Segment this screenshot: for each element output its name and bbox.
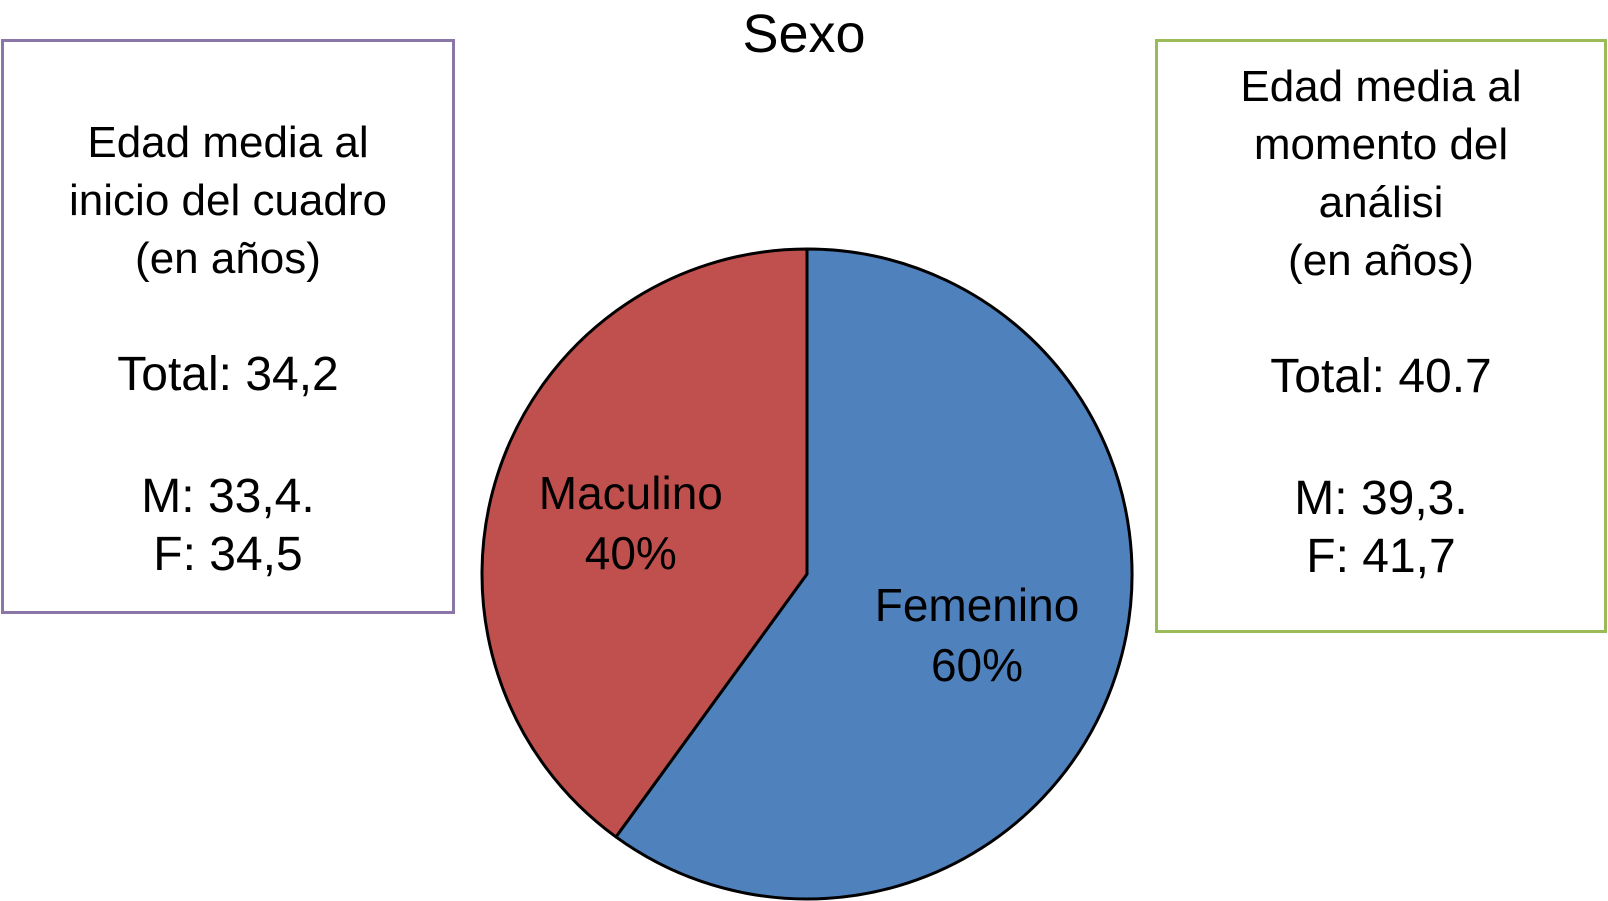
left-box-total: Total: 34,2 [117, 348, 339, 401]
left-box-female-value: F: 34,5 [153, 528, 303, 581]
pie-slice-femenino [614, 247, 1134, 901]
right-box-values: M: 39,3. F: 41,7 [1158, 470, 1604, 586]
right-box-female-value: F: 41,7 [1306, 530, 1456, 583]
slice-name-label: Femenino [875, 579, 1080, 631]
slice-percent-label: 60% [931, 639, 1023, 691]
slice-percent-label: 40% [585, 527, 677, 579]
left-box-heading: Edad media al inicio del cuadro (en años… [69, 118, 387, 283]
right-box-total: Total: 40.7 [1270, 350, 1492, 403]
chart-title: Sexo [742, 4, 866, 64]
pie-slice-maculino [480, 247, 809, 839]
right-box-male-value: M: 39,3. [1294, 472, 1468, 525]
left-box-values: M: 33,4. F: 34,5 [4, 468, 452, 584]
slice-name-label: Maculino [539, 467, 723, 519]
right-info-box: Edad media al momento del análisi (en añ… [1155, 39, 1607, 633]
right-box-heading: Edad media al momento del análisi (en añ… [1240, 62, 1522, 285]
left-info-box: Edad media al inicio del cuadro (en años… [1, 39, 455, 614]
left-box-male-value: M: 33,4. [141, 470, 315, 523]
